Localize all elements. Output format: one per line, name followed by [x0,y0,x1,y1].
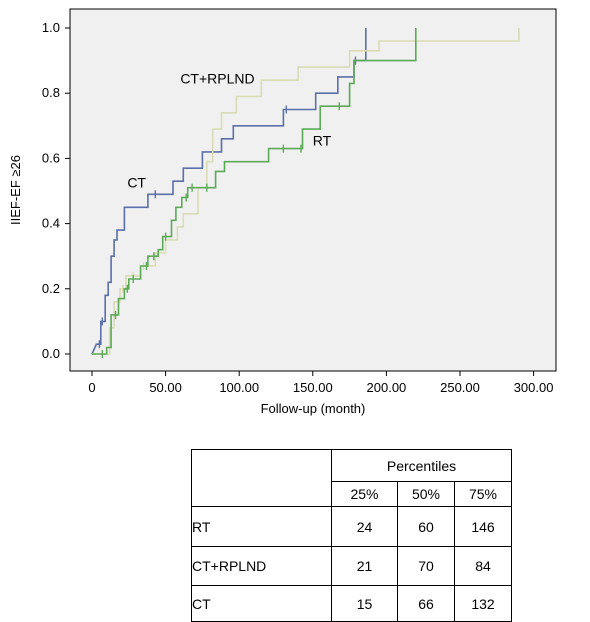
y-tick-label: 0.0 [42,346,60,361]
row-label-ct-rplnd: CT+RPLND [191,546,332,586]
series-line-ct-rplnd [92,28,520,355]
series-line-ct [91,28,367,355]
col-header-50: 50% [397,481,455,507]
km-chart: 0 50.00 100.00 150.00 200.00 250.00 300.00 0.0 0… [8,8,557,416]
y-tick-label: 0.6 [42,150,60,165]
x-tick-label: 100.00 [219,380,259,395]
cell-value: 66 [397,585,455,622]
table-row: RT 24 60 146 [191,506,512,547]
row-label-rt: RT [191,506,332,547]
y-tick-label: 0.2 [42,281,60,296]
cell-value: 84 [454,546,512,586]
y-axis-label: IIEF-EF ≥26 [8,155,23,225]
x-tick-label: 150.00 [293,380,333,395]
cell-value: 60 [397,506,455,547]
cell-value: 70 [397,546,455,586]
cell-value: 24 [331,506,398,547]
x-tick-label: 300.00 [514,380,554,395]
x-tick-label: 50.00 [149,380,182,395]
plot-background [69,8,557,372]
row-label-ct: CT [191,585,332,622]
table-row: CT 15 66 132 [191,585,512,622]
table-row: CT+RPLND 21 70 84 [191,546,512,586]
x-tick-label: 200.00 [367,380,407,395]
cell-value: 146 [454,506,512,547]
y-tick-label: 1.0 [42,20,60,35]
percentile-table: Percentiles 25% 50% 75% RT 24 60 146 CT+… [191,449,512,622]
col-header-75: 75% [454,481,512,507]
table-corner-cell [191,449,332,507]
series-line-rt [92,28,417,355]
cell-value: 21 [331,546,398,586]
cell-value: 132 [454,585,512,622]
x-tick-label: 0 [88,380,95,395]
y-tick-label: 0.4 [42,216,60,231]
col-header-25: 25% [331,481,398,507]
x-tick-label: 250.00 [440,380,480,395]
series-label-ct: CT [127,175,146,191]
y-tick-label: 0.8 [42,85,60,100]
percentiles-header: Percentiles [331,449,512,482]
x-axis-label: Follow-up (month) [261,401,366,416]
series-label-ct-rplnd: CT+RPLND [180,70,254,86]
cell-value: 15 [331,585,398,622]
series-label-rt: RT [313,132,332,148]
